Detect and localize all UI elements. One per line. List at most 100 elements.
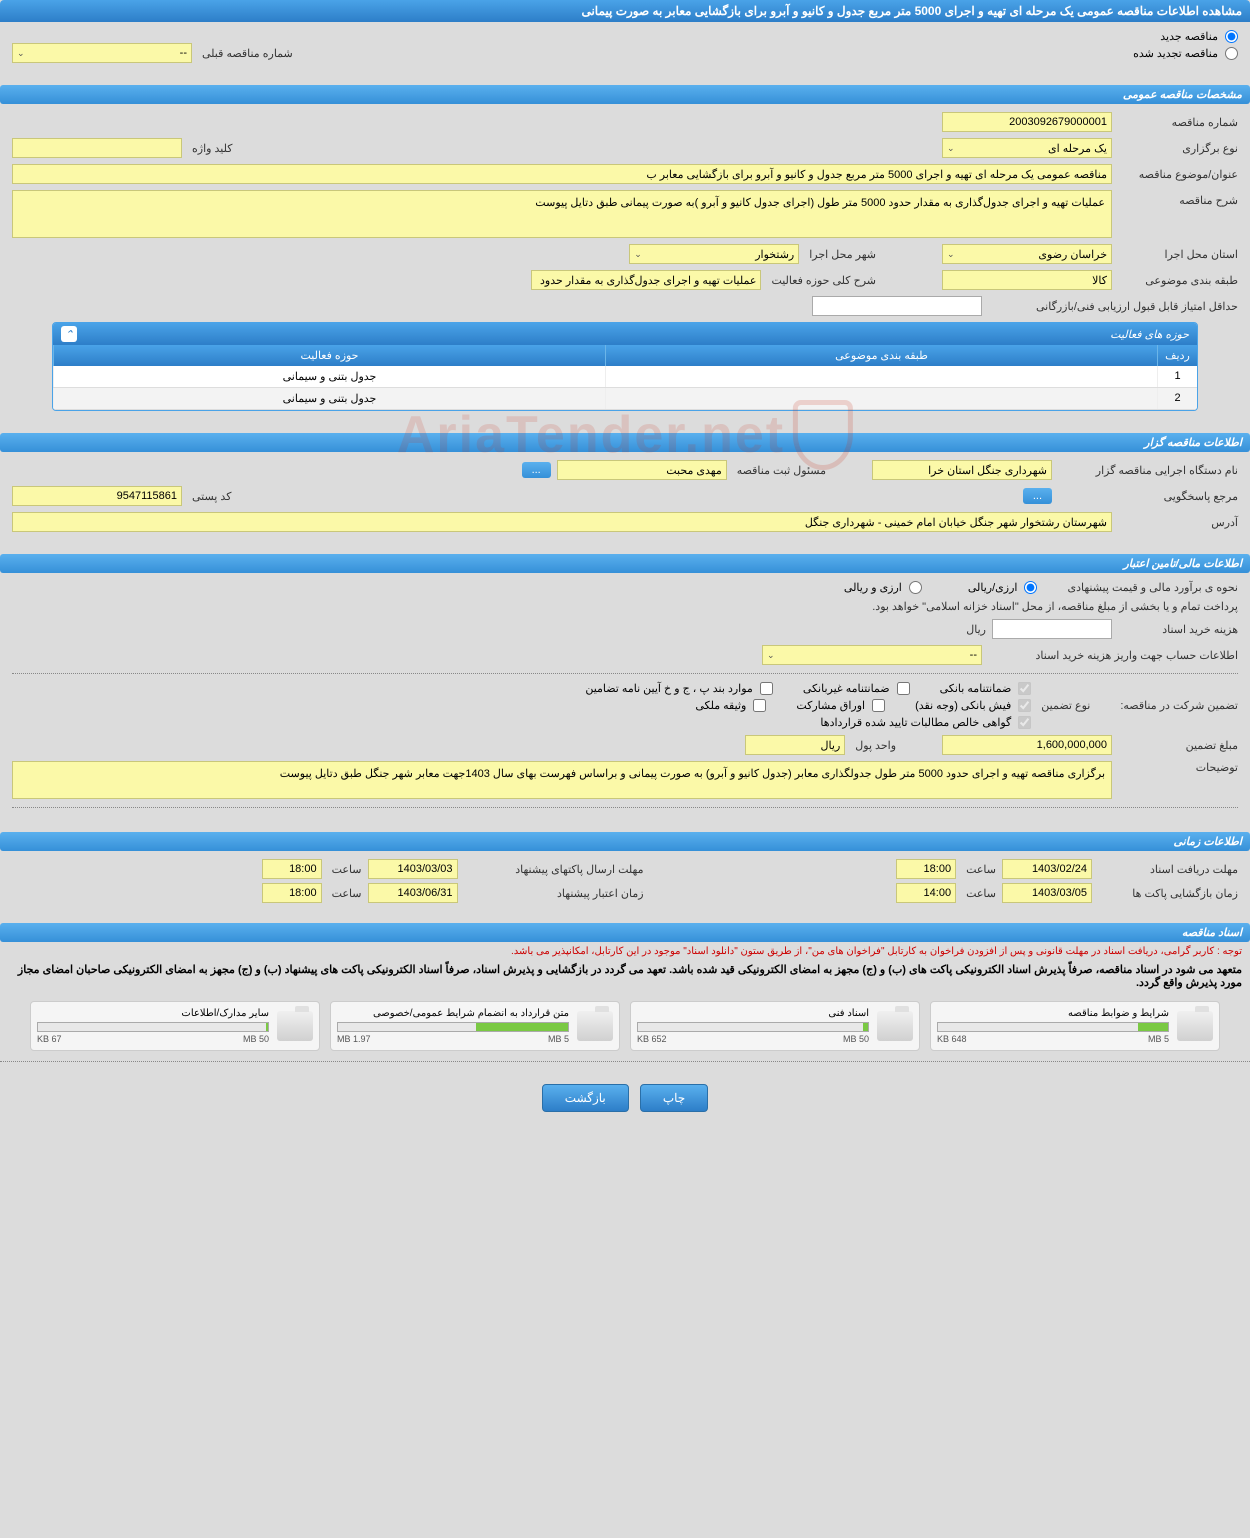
file-name: متن قرارداد به انضمام شرایط عمومی/خصوصی — [337, 1008, 569, 1019]
send-time[interactable]: 18:00 — [262, 859, 322, 879]
radio-fx-and-rial[interactable]: ارزی و ریالی — [844, 581, 922, 594]
print-button[interactable]: چاپ — [640, 1084, 708, 1112]
check-bank[interactable]: ضمانتنامه بانکی — [940, 682, 1032, 695]
file-card[interactable]: سایر مدارک/اطلاعات 50 MB67 KB — [30, 1001, 320, 1051]
check-nonbank[interactable]: ضمانتنامه غیربانکی — [803, 682, 910, 695]
type-dropdown[interactable]: یک مرحله ای⌄ — [942, 138, 1112, 158]
keyword-field[interactable] — [12, 138, 182, 158]
open-label: زمان بازگشایی پاکت ها — [1098, 887, 1238, 900]
folder-icon — [277, 1011, 313, 1041]
desc-field[interactable]: عملیات تهیه و اجرای جدول‌گذاری به مقدار … — [12, 190, 1112, 238]
category-label: طبقه بندی موضوعی — [1118, 274, 1238, 287]
validity-date[interactable]: 1403/06/31 — [368, 883, 458, 903]
chevron-down-icon: ⌄ — [767, 650, 775, 661]
radio-renewed-input[interactable] — [1225, 47, 1238, 60]
chevron-down-icon: ⌄ — [17, 48, 25, 59]
more-button[interactable]: ... — [522, 462, 551, 478]
tender-no-field: 2003092679000001 — [942, 112, 1112, 132]
file-card[interactable]: شرایط و ضوابط مناقصه 5 MB648 KB — [930, 1001, 1220, 1051]
page-title: مشاهده اطلاعات مناقصه عمومی یک مرحله ای … — [581, 4, 1242, 18]
send-deadline-label: مهلت ارسال پاکتهای پیشنهاد — [464, 863, 644, 876]
activity-scope-label: شرح کلی حوزه فعالیت — [767, 274, 876, 287]
amount-field[interactable]: 1,600,000,000 — [942, 735, 1112, 755]
file-card[interactable]: اسناد فنی 50 MB652 KB — [630, 1001, 920, 1051]
open-time[interactable]: 14:00 — [896, 883, 956, 903]
activity-scope-field: عملیات تهیه و اجرای جدول‌گذاری به مقدار … — [531, 270, 761, 290]
chevron-down-icon: ⌄ — [634, 249, 642, 260]
unit-field: ریال — [745, 735, 845, 755]
organizer-content: نام دستگاه اجرایی مناقصه گزار شهرداری جن… — [0, 452, 1250, 546]
collapse-button[interactable]: ⌃ — [61, 326, 77, 342]
col-act-header: حوزه فعالیت — [53, 345, 605, 366]
table-row: 2 جدول بتنی و سیمانی — [53, 388, 1197, 410]
address-field: شهرستان رشتخوار شهر جنگل خیابان امام خمی… — [12, 512, 1112, 532]
contact-button[interactable]: ... — [1023, 488, 1052, 504]
reg-field: مهدی محبت — [557, 460, 727, 480]
divider — [0, 1061, 1250, 1062]
radio-renewed-tender[interactable]: مناقصه تجدید شده — [1133, 47, 1238, 60]
radio-new-tender[interactable]: مناقصه جدید — [12, 30, 1238, 43]
account-dropdown[interactable]: --⌄ — [762, 645, 982, 665]
folder-icon — [877, 1011, 913, 1041]
tender-type-section: مناقصه جدید مناقصه تجدید شده شماره مناقص… — [0, 22, 1250, 77]
footer-buttons: چاپ بازگشت — [0, 1070, 1250, 1126]
time-word: ساعت — [962, 887, 996, 900]
col-num-header: ردیف — [1157, 345, 1197, 366]
time-word: ساعت — [328, 863, 362, 876]
file-card[interactable]: متن قرارداد به انضمام شرایط عمومی/خصوصی … — [330, 1001, 620, 1051]
timing-content: مهلت دریافت اسناد 1403/02/24 ساعت 18:00 … — [0, 851, 1250, 915]
documents-content: توجه : کاربر گرامی، دریافت اسناد در مهلت… — [0, 942, 1250, 1062]
doc-cost-field[interactable] — [992, 619, 1112, 639]
province-dropdown[interactable]: خراسان رضوی⌄ — [942, 244, 1112, 264]
time-word: ساعت — [962, 863, 996, 876]
red-note: توجه : کاربر گرامی، دریافت اسناد در مهلت… — [0, 942, 1250, 961]
tender-no-label: شماره مناقصه — [1118, 116, 1238, 129]
progress-bar — [337, 1022, 569, 1032]
account-label: اطلاعات حساب جهت واریز هزینه خرید اسناد — [988, 649, 1238, 662]
notes-label: توضیحات — [1118, 761, 1238, 774]
subject-field[interactable]: مناقصه عمومی یک مرحله ای تهیه و اجرای 50… — [12, 164, 1112, 184]
receive-time[interactable]: 18:00 — [896, 859, 956, 879]
estimate-label: نحوه ی برآورد مالی و قیمت پیشنهادی — [1063, 581, 1238, 594]
doc-cost-unit: ریال — [962, 623, 986, 636]
time-word: ساعت — [328, 887, 362, 900]
divider — [12, 807, 1238, 808]
radio-new-input[interactable] — [1225, 30, 1238, 43]
progress-bar — [37, 1022, 269, 1032]
activities-title-bar: حوزه های فعالیت ⌃ — [53, 323, 1197, 345]
table-row: 1 جدول بتنی و سیمانی — [53, 366, 1197, 388]
city-label: شهر محل اجرا — [805, 248, 876, 261]
min-score-label: حداقل امتیاز قابل قبول ارزیابی فنی/بازرگ… — [988, 300, 1238, 313]
reg-label: مسئول ثبت مناقصه — [733, 464, 826, 477]
city-dropdown[interactable]: رشتخوار⌄ — [629, 244, 799, 264]
notes-field[interactable]: برگزاری مناقصه تهیه و اجرای حدود 5000 مت… — [12, 761, 1112, 799]
keyword-label: کلید واژه — [188, 142, 232, 155]
file-name: شرایط و ضوابط مناقصه — [937, 1008, 1169, 1019]
send-date[interactable]: 1403/03/03 — [368, 859, 458, 879]
check-property[interactable]: وثیقه ملکی — [695, 699, 766, 712]
doc-cost-label: هزینه خرید اسناد — [1118, 623, 1238, 636]
check-cash[interactable]: فیش بانکی (وجه نقد) — [915, 699, 1031, 712]
receive-date[interactable]: 1403/02/24 — [1002, 859, 1092, 879]
prev-number-dropdown[interactable]: --⌄ — [12, 43, 192, 63]
chevron-down-icon: ⌄ — [947, 143, 955, 154]
address-label: آدرس — [1118, 516, 1238, 529]
prev-number-label: شماره مناقصه قبلی — [198, 47, 293, 60]
check-bonds[interactable]: اوراق مشارکت — [796, 699, 885, 712]
open-date[interactable]: 1403/03/05 — [1002, 883, 1092, 903]
province-label: استان محل اجرا — [1118, 248, 1238, 261]
desc-label: شرح مناقصه — [1118, 190, 1238, 207]
activities-panel: حوزه های فعالیت ⌃ ردیف طبقه بندی موضوعی … — [52, 322, 1198, 411]
progress-bar — [937, 1022, 1169, 1032]
radio-fx-rial[interactable]: ارزی/ریالی — [968, 581, 1038, 594]
progress-bar — [637, 1022, 869, 1032]
min-score-field[interactable] — [812, 296, 982, 316]
check-contracts[interactable]: گواهی خالص مطالبات تایید شده قراردادها — [12, 716, 1031, 729]
back-button[interactable]: بازگشت — [542, 1084, 629, 1112]
section-financial: اطلاعات مالی/تامین اعتبار — [0, 554, 1250, 573]
validity-time[interactable]: 18:00 — [262, 883, 322, 903]
org-field: شهرداری جنگل استان خرا — [872, 460, 1052, 480]
contact-label: مرجع پاسخگویی — [1058, 490, 1238, 503]
check-regulations[interactable]: موارد بند پ ، ج و خ آیین نامه تضامین — [585, 682, 772, 695]
postal-label: کد پستی — [188, 490, 231, 503]
